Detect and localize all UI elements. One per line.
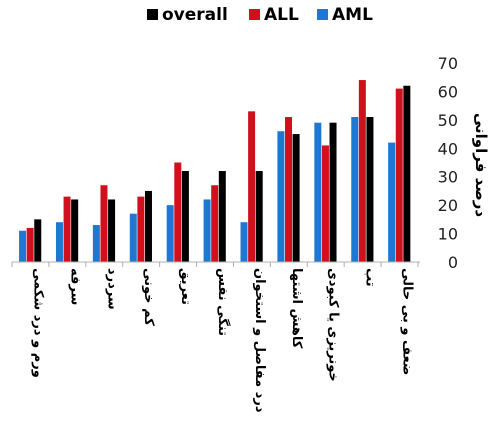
category-label: کم خونی bbox=[141, 268, 156, 326]
bar-ALL-3 bbox=[100, 185, 108, 262]
category-label: کاهش اشتها bbox=[289, 268, 304, 349]
legend: overall ALL AML bbox=[147, 5, 373, 25]
legend-label-AML: AML bbox=[332, 5, 373, 25]
bar-overall-2 bbox=[71, 199, 79, 262]
bar-overall-8 bbox=[292, 134, 300, 262]
legend-label-ALL: ALL bbox=[264, 5, 299, 25]
bar-overall-1 bbox=[34, 219, 42, 262]
bar-overall-5 bbox=[181, 171, 189, 262]
bar-overall-3 bbox=[108, 199, 116, 262]
bar-AML-8 bbox=[277, 131, 285, 262]
y-tick-label: 40 bbox=[438, 139, 458, 158]
bar-AML-7 bbox=[240, 222, 248, 262]
y-axis-label: درصد فراوانی bbox=[472, 113, 490, 218]
y-tick-label: 0 bbox=[448, 253, 458, 272]
category-label: تعریق bbox=[178, 268, 193, 305]
y-tick-label: 70 bbox=[438, 54, 458, 73]
bar-ALL-8 bbox=[285, 117, 293, 262]
category-label: ضعف و بی حالی bbox=[400, 268, 415, 375]
y-tick-label: 50 bbox=[438, 111, 458, 130]
category-label: سردرد bbox=[104, 268, 119, 310]
bar-ALL-5 bbox=[174, 162, 182, 262]
bar-AML-6 bbox=[203, 199, 211, 262]
category-labels: ورم و درد شکمی سرفه سردرد کم خونی تعریق تنگی … bbox=[30, 268, 414, 413]
y-tick-label: 30 bbox=[438, 168, 458, 187]
category-label: سرفه bbox=[67, 268, 82, 305]
bar-ALL-7 bbox=[248, 111, 256, 262]
legend-label-overall: overall bbox=[162, 5, 228, 25]
y-tick-label: 20 bbox=[438, 196, 458, 215]
y-tick-label: 60 bbox=[438, 82, 458, 101]
bar-ALL-9 bbox=[321, 145, 329, 262]
y-tick-label: 10 bbox=[438, 225, 458, 244]
bar-AML-9 bbox=[314, 122, 322, 262]
bars bbox=[11, 80, 419, 267]
legend-swatch-ALL bbox=[249, 9, 260, 20]
bar-ALL-4 bbox=[137, 196, 145, 262]
category-label: تنگی نفس bbox=[215, 268, 231, 336]
legend-swatch-overall bbox=[147, 9, 158, 20]
bar-AML-3 bbox=[92, 225, 100, 262]
bar-overall-4 bbox=[144, 190, 152, 262]
category-label: ورم و درد شکمی bbox=[30, 268, 45, 378]
category-label: تب bbox=[363, 268, 378, 287]
category-label: درد مفاصل و استخوان bbox=[252, 268, 267, 413]
category-label: خونریزی یا کبودی bbox=[326, 268, 341, 382]
legend-swatch-AML bbox=[317, 9, 328, 20]
bar-AML-11 bbox=[388, 142, 396, 262]
bar-overall-7 bbox=[255, 171, 263, 262]
bar-AML-2 bbox=[55, 222, 63, 262]
bar-AML-1 bbox=[19, 230, 27, 262]
bar-overall-6 bbox=[218, 171, 226, 262]
bar-ALL-2 bbox=[63, 196, 71, 262]
bar-AML-4 bbox=[129, 213, 137, 262]
y-axis-ticks: 0 10 20 30 40 50 60 70 bbox=[438, 54, 458, 272]
bar-ALL-10 bbox=[358, 80, 366, 262]
bar-AML-5 bbox=[166, 205, 174, 262]
bar-ALL-1 bbox=[26, 227, 34, 262]
bar-overall-9 bbox=[329, 122, 337, 262]
bar-ALL-11 bbox=[395, 88, 403, 262]
bar-ALL-6 bbox=[211, 185, 219, 262]
bar-AML-10 bbox=[351, 117, 359, 262]
bar-overall-11 bbox=[403, 85, 411, 263]
bar-overall-10 bbox=[366, 117, 374, 262]
